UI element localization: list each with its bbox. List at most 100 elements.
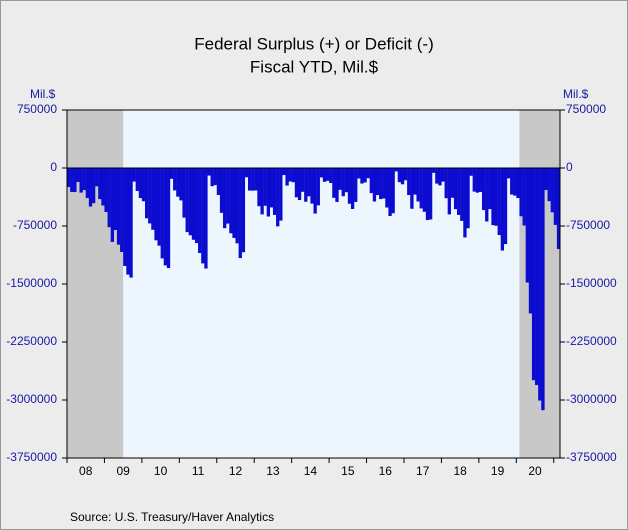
bar [369,168,373,194]
y2-axis-label: Mil.$ [563,87,589,101]
bar [485,168,489,222]
bar [400,168,405,185]
bar [313,168,317,214]
bar [341,168,345,197]
y-axis-label: Mil.$ [30,87,56,101]
bar [107,168,111,228]
bar [435,168,439,184]
bar [466,168,470,229]
bar [366,168,370,179]
x-tick-label: 19 [491,464,505,478]
bar [266,168,271,217]
bar [238,168,242,259]
x-tick-label: 08 [79,464,93,478]
y2-tick-label: -1500000 [566,276,617,290]
bar [95,168,99,187]
y-tick-label: -3000000 [6,392,57,406]
bar [91,168,96,204]
x-tick-label: 17 [416,464,430,478]
y2-tick-label: -3750000 [566,450,617,464]
bar [481,168,486,211]
bar [176,168,180,197]
y2-tick-label: 0 [566,160,573,174]
bar [113,168,118,231]
bar [269,168,274,208]
bar [272,168,277,215]
bar [282,168,286,176]
bar [297,168,302,201]
bar [173,168,177,191]
bar [276,168,280,227]
recession-shade [67,110,124,458]
bar [428,168,433,220]
bar [453,168,458,210]
bar [126,168,130,275]
bar [201,168,205,264]
bar [79,168,83,193]
bar [503,168,508,245]
bar [82,168,86,191]
bar [438,168,442,186]
bar [67,168,71,187]
bar [141,168,146,202]
x-tick-label: 18 [453,464,467,478]
bar [544,168,548,190]
x-tick-label: 14 [304,464,318,478]
bar [85,168,90,199]
bar [410,168,414,209]
bar [73,168,77,193]
bar [260,168,264,215]
bar [129,168,133,278]
bar [344,168,349,193]
bar [547,168,551,202]
bar [350,168,355,209]
bar [325,168,330,181]
bar [232,168,236,238]
y-tick-label: -2250000 [6,334,57,348]
x-tick-label: 11 [192,464,205,478]
chart-title: Federal Surplus (+) or Deficit (-) [194,34,433,53]
bar [335,168,339,202]
x-tick-label: 16 [379,464,393,478]
x-tick-label: 13 [266,464,280,478]
y-tick-label: -3750000 [6,450,57,464]
bar [516,168,520,199]
bar [244,168,249,178]
bar [497,168,501,236]
bar [169,168,174,179]
bar [444,168,448,199]
bar [357,168,361,179]
bar [550,168,554,213]
bar [500,168,505,251]
bar [179,168,183,201]
bar [522,168,526,226]
bar [519,168,523,217]
bar [422,168,427,212]
bar [166,168,171,269]
y-tick-label: -750000 [13,218,57,232]
bar [116,168,121,245]
bar [110,168,115,242]
bar [247,168,252,191]
chart-subtitle: Fiscal YTD, Mil.$ [250,57,379,76]
bar [88,168,93,207]
bar [329,168,333,184]
bar [301,168,305,192]
bar [322,168,327,182]
bar [226,168,230,224]
bar [397,168,402,183]
bar [463,168,467,238]
bar [101,168,105,206]
bar [138,168,143,199]
bar [294,168,299,198]
bar [104,168,108,213]
bar [385,168,389,208]
bar [506,168,511,179]
bar [210,168,214,187]
bar [254,168,258,191]
bar [556,168,561,249]
bar [425,168,430,221]
bar [382,168,386,199]
bar [291,168,295,183]
